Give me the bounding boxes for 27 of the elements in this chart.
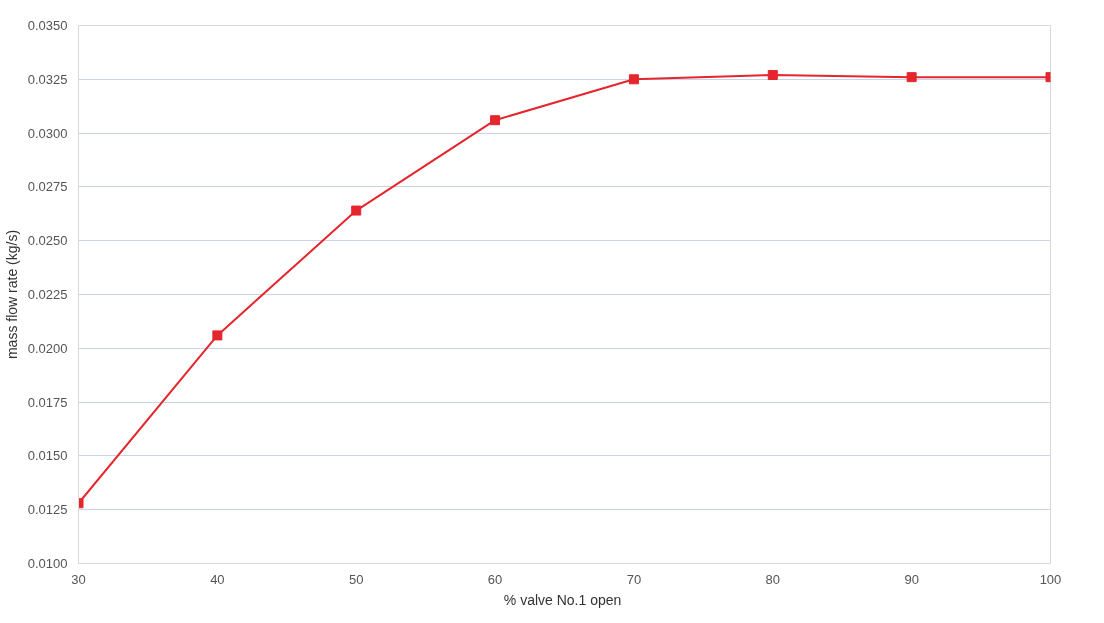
y-tick-label: 0.0125 bbox=[27, 502, 68, 518]
x-tick-label: 50 bbox=[348, 571, 364, 587]
y-tick-label: 0.0200 bbox=[27, 340, 68, 356]
y-tick-label: 0.0350 bbox=[27, 18, 68, 33]
y-tick-label: 0.0275 bbox=[27, 179, 68, 195]
y-axis-title: mass flow rate (kg/s) bbox=[3, 229, 20, 360]
y-tick-label: 0.0100 bbox=[27, 556, 68, 571]
x-tick-label: 60 bbox=[487, 571, 503, 587]
x-tick-label: 70 bbox=[626, 571, 642, 587]
point bbox=[351, 205, 362, 216]
y-tick-label: 0.0300 bbox=[27, 125, 68, 141]
x-tick-label: 80 bbox=[765, 571, 781, 587]
x-axis-title: % valve No.1 open bbox=[503, 591, 622, 608]
x-tick-label: 90 bbox=[904, 571, 919, 587]
y-tick-label: 0.0250 bbox=[27, 233, 68, 249]
y-tick-label: 0.0225 bbox=[27, 287, 68, 302]
x-tick-label: 100 bbox=[1039, 571, 1062, 587]
y-tick-label: 0.0325 bbox=[27, 71, 68, 87]
point bbox=[906, 72, 917, 83]
x-tick-label: 40 bbox=[210, 571, 225, 587]
point bbox=[490, 115, 501, 126]
point bbox=[212, 330, 223, 341]
y-tick-label: 0.0175 bbox=[27, 394, 68, 410]
point bbox=[767, 70, 778, 80]
y-tick-label: 0.0150 bbox=[27, 448, 68, 464]
point bbox=[628, 74, 639, 85]
x-tick-label: 30 bbox=[71, 571, 86, 587]
